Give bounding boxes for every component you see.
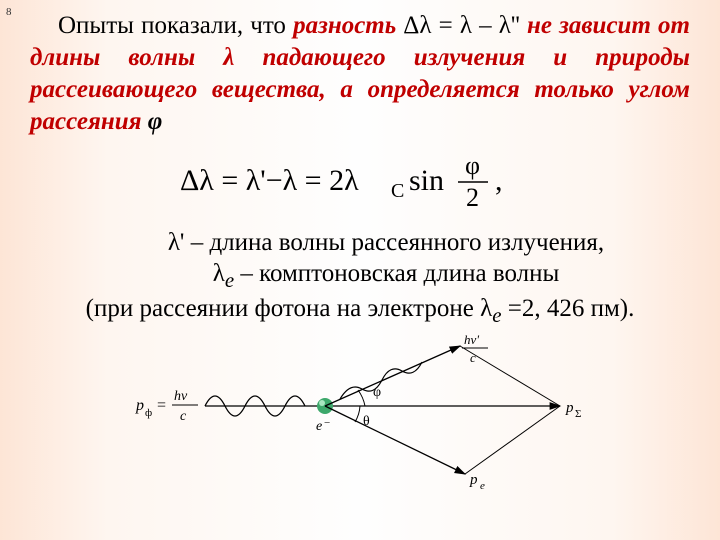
formula-numerator: φ bbox=[465, 152, 480, 180]
p-sigma-label: p bbox=[565, 400, 574, 416]
slide-content: Опыты показали, что разность Δλ = λ – λ'… bbox=[0, 0, 720, 494]
p-sigma-sub: Σ bbox=[575, 408, 581, 420]
formula-denominator: 2 bbox=[466, 183, 479, 210]
p2-l2b: – комптоновская длина волны bbox=[234, 260, 559, 287]
electron-highlight bbox=[319, 400, 325, 406]
p2-l3a: (при рассеянии фотона на электроне λ bbox=[86, 295, 493, 322]
main-formula: Δλ = λ'−λ = 2λ C sin φ 2 , bbox=[30, 152, 690, 215]
paragraph-1: Опыты показали, что разность Δλ = λ – λ'… bbox=[30, 10, 690, 138]
electron-recoil-vector bbox=[325, 406, 465, 474]
p-phi-symbol: p bbox=[135, 397, 144, 414]
formula-comma: , bbox=[495, 164, 503, 197]
pe-label: p bbox=[469, 472, 478, 488]
formula-left: Δλ = λ'−λ = 2λ bbox=[180, 164, 359, 197]
diagram-svg: p ф = hν c e − hν' c p e bbox=[130, 334, 590, 489]
formula-sub-c: C bbox=[391, 180, 404, 202]
p1-red-word: разность bbox=[293, 12, 396, 39]
formula-svg: Δλ = λ'−λ = 2λ C sin φ 2 , bbox=[180, 152, 540, 210]
hv-prime-label: hν' bbox=[464, 334, 479, 347]
p1-lead: Опыты показали, что bbox=[58, 12, 293, 39]
compton-diagram: p ф = hν c e − hν' c p e bbox=[30, 334, 690, 494]
equals-sign: = bbox=[157, 397, 166, 414]
c-denom-left: c bbox=[180, 409, 187, 424]
p2-line1: λ' – длина волны рассеянного излучения, bbox=[168, 229, 604, 256]
phi-arc bbox=[358, 390, 365, 406]
p1-phi: φ bbox=[148, 108, 163, 135]
formula-sin: sin bbox=[409, 164, 444, 197]
p1-eq: Δλ = λ – λ'' bbox=[396, 12, 527, 39]
p2-l3b: =2, 426 пм). bbox=[501, 295, 634, 322]
p-phi-sub: ф bbox=[145, 407, 152, 419]
phi-angle-label: φ bbox=[373, 385, 381, 400]
p2-l2a: λ bbox=[213, 260, 225, 287]
slide-number-mark: 8 bbox=[6, 6, 12, 18]
parallelogram-bottom bbox=[465, 406, 560, 474]
e-label: e bbox=[316, 419, 322, 434]
parallelogram-top bbox=[460, 346, 560, 406]
pe-sub: e bbox=[480, 480, 485, 489]
theta-arc bbox=[355, 406, 360, 422]
paragraph-2: λ' – длина волны рассеянного излучения, … bbox=[30, 227, 690, 328]
e-minus: − bbox=[324, 417, 330, 429]
theta-angle-label: θ bbox=[363, 414, 370, 429]
hv-label: hν bbox=[174, 389, 188, 404]
p2-l2sub: e bbox=[225, 268, 234, 292]
scattered-photon-vector bbox=[325, 346, 460, 406]
